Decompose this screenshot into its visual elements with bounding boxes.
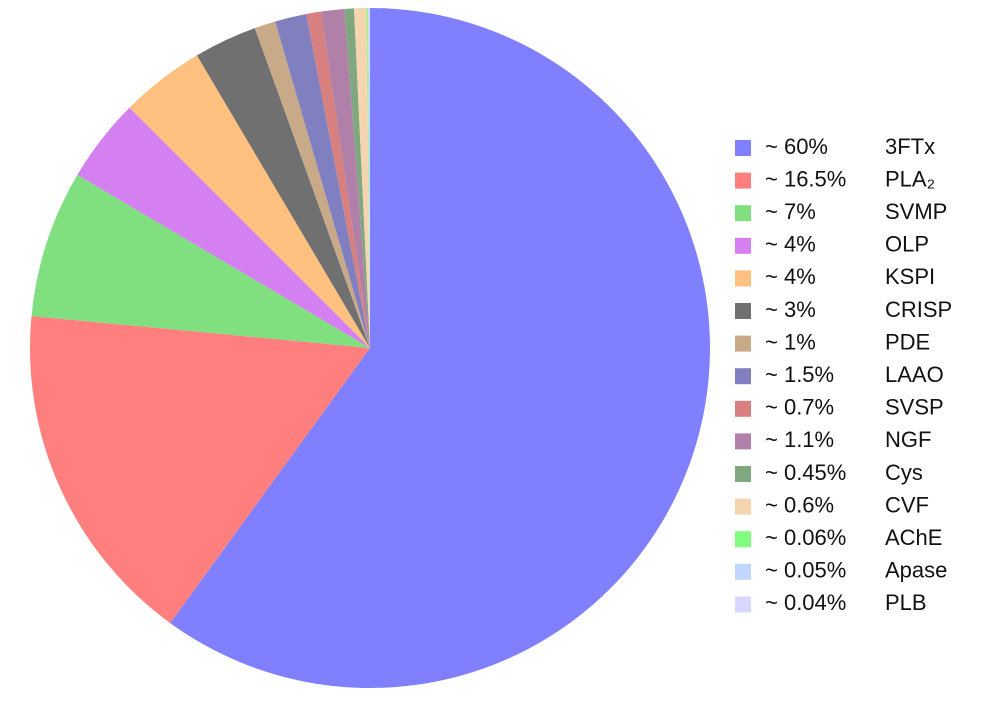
- legend-value: ~ 7%: [765, 199, 816, 224]
- legend-swatch: [735, 466, 751, 482]
- legend-label: CRISP: [885, 297, 952, 322]
- pie-slice: [275, 14, 370, 348]
- legend-swatch: [735, 498, 751, 515]
- pie-slice: [366, 8, 370, 349]
- legend-label: AChE: [885, 525, 942, 550]
- legend-value: ~ 1%: [765, 329, 816, 354]
- legend-value: ~ 0.05%: [765, 558, 846, 583]
- legend-swatch: [735, 335, 751, 352]
- pie-slice: [353, 8, 370, 348]
- pie-slice: [254, 21, 370, 348]
- legend-value: ~ 1.1%: [765, 427, 834, 452]
- legend-label: PLA₂: [885, 166, 935, 191]
- pie-slice: [29, 316, 371, 624]
- legend-label: SVMP: [885, 199, 947, 224]
- legend-label: SVSP: [885, 395, 944, 420]
- pie-slice: [344, 8, 370, 349]
- legend-value: ~ 4%: [765, 232, 816, 257]
- pie-slice: [77, 107, 370, 348]
- pie-slice: [321, 8, 370, 349]
- legend-label: LAAO: [885, 362, 944, 387]
- pie-slice: [306, 11, 370, 348]
- pie-slice: [129, 55, 370, 348]
- legend-label: KSPI: [885, 264, 935, 289]
- legend-value: ~ 0.45%: [765, 460, 846, 485]
- legend-swatch: [735, 563, 751, 580]
- legend-value: ~ 0.6%: [765, 492, 834, 517]
- legend-value: ~ 0.7%: [765, 395, 834, 420]
- legend-label: NGF: [885, 427, 931, 452]
- legend-value: ~ 1.5%: [765, 362, 834, 387]
- legend-value: ~ 60%: [765, 134, 828, 159]
- legend-swatch: [735, 205, 751, 222]
- legend-value: ~ 16.5%: [765, 166, 846, 191]
- pie-slice: [196, 28, 370, 349]
- legend-value: ~ 0.06%: [765, 525, 846, 550]
- legend-label: CVF: [885, 492, 929, 517]
- legend-swatch: [735, 596, 751, 613]
- legend-swatch: [735, 400, 751, 417]
- legend-label: 3FTx: [885, 134, 935, 159]
- legend-swatch: [735, 531, 751, 548]
- legend-swatch: [735, 140, 751, 156]
- legend-swatch: [735, 433, 751, 450]
- legend-swatch: [735, 303, 751, 319]
- legend-swatch: [735, 237, 751, 254]
- legend-label: PDE: [885, 329, 930, 354]
- pie-slice: [170, 8, 710, 689]
- legend-swatch: [735, 368, 751, 385]
- legend-label: OLP: [885, 232, 929, 257]
- legend-swatch: [735, 172, 751, 189]
- legend-label: PLB: [885, 590, 927, 615]
- pie-slice: [31, 174, 370, 348]
- legend-value: ~ 0.04%: [765, 590, 846, 615]
- legend-value: ~ 3%: [765, 297, 816, 322]
- legend-swatch: [735, 270, 751, 287]
- pie-slice: [368, 8, 370, 349]
- legend-label: Cys: [885, 460, 923, 485]
- legend-value: ~ 4%: [765, 264, 816, 289]
- legend-label: Apase: [885, 558, 947, 583]
- pie-slice: [369, 8, 370, 348]
